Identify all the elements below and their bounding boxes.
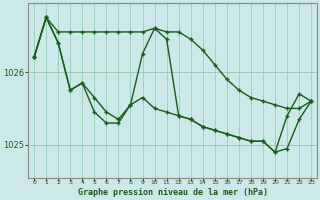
X-axis label: Graphe pression niveau de la mer (hPa): Graphe pression niveau de la mer (hPa) [78,188,268,197]
